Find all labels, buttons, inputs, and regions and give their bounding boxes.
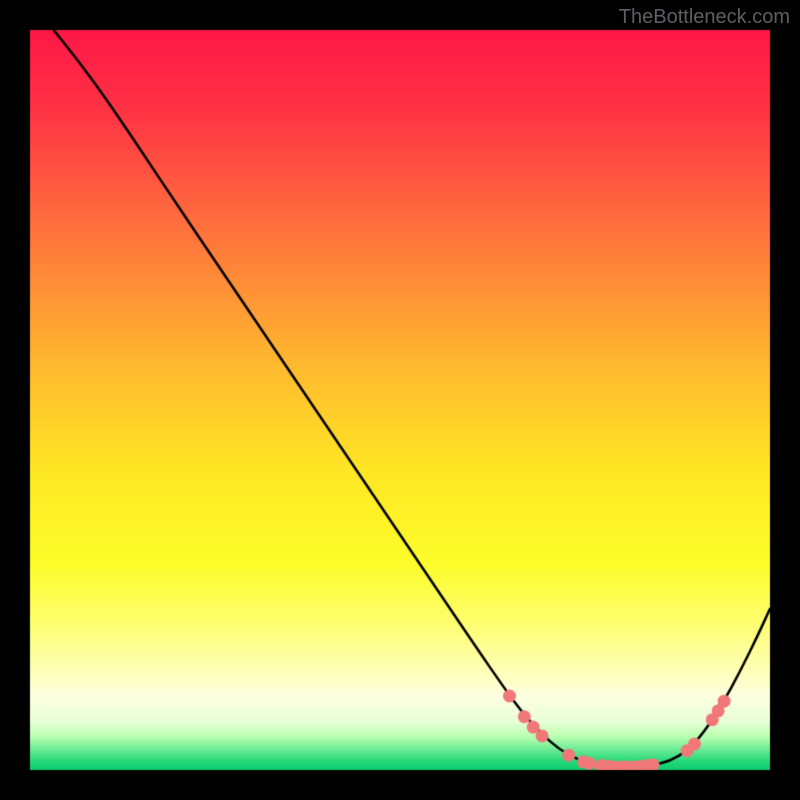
- chart-container: TheBottleneck.com: [0, 0, 800, 800]
- bottleneck-chart-canvas: [0, 0, 800, 800]
- watermark-text: TheBottleneck.com: [619, 6, 790, 29]
